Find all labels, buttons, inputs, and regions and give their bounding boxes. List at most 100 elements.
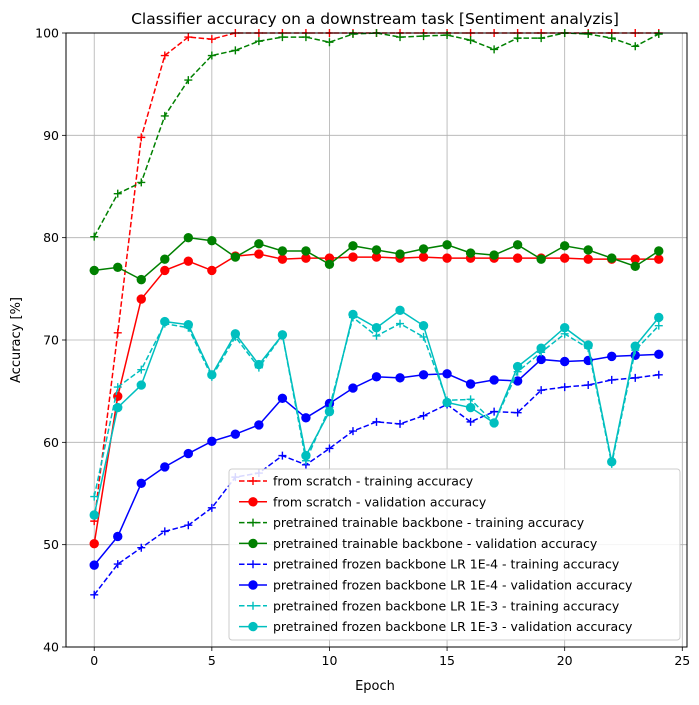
x-tick-label: 15 xyxy=(439,653,455,668)
data-point xyxy=(301,413,311,423)
legend-marker xyxy=(248,580,258,590)
data-point xyxy=(583,245,593,255)
data-point xyxy=(207,236,217,246)
series-2 xyxy=(90,29,663,241)
data-point xyxy=(348,241,358,251)
data-point xyxy=(396,419,405,428)
data-point xyxy=(630,261,640,272)
data-point xyxy=(207,436,217,447)
data-point xyxy=(654,254,664,264)
y-tick-label: 70 xyxy=(43,333,59,348)
data-point xyxy=(584,381,593,390)
x-tick-label: 10 xyxy=(322,653,338,668)
data-point xyxy=(254,359,264,370)
data-point xyxy=(324,259,335,269)
data-point xyxy=(207,370,217,380)
data-point xyxy=(113,531,123,542)
legend-item: from scratch - validation accuracy xyxy=(239,494,487,509)
data-point xyxy=(371,323,382,333)
legend-label: pretrained frozen backbone LR 1E-4 - val… xyxy=(273,578,633,593)
data-point xyxy=(490,407,499,416)
data-point xyxy=(654,349,664,360)
data-point xyxy=(254,420,264,430)
data-point xyxy=(489,250,499,260)
data-point xyxy=(348,383,358,393)
data-point xyxy=(301,33,310,42)
legend-label: from scratch - validation accuracy xyxy=(273,494,487,509)
data-point xyxy=(372,331,381,340)
legend-item: pretrained frozen backbone LR 1E-3 - val… xyxy=(239,619,633,634)
data-point xyxy=(442,397,452,408)
data-point xyxy=(631,373,640,382)
series-3 xyxy=(89,232,664,285)
data-point xyxy=(654,312,664,323)
data-point xyxy=(277,246,288,256)
legend-item: from scratch - training accuracy xyxy=(239,474,474,489)
data-point xyxy=(183,232,194,243)
legend-marker xyxy=(248,538,258,549)
data-point xyxy=(465,248,476,258)
data-point xyxy=(537,386,546,395)
data-point xyxy=(90,492,99,501)
data-point xyxy=(583,254,593,264)
data-point xyxy=(207,265,217,276)
data-point xyxy=(607,375,616,384)
data-point xyxy=(466,417,475,426)
data-point xyxy=(466,395,475,404)
data-point xyxy=(207,35,216,44)
data-point xyxy=(490,45,499,54)
y-tick-label: 40 xyxy=(43,640,59,655)
data-point xyxy=(583,340,593,350)
data-point xyxy=(89,560,99,570)
legend-marker xyxy=(249,560,257,569)
data-point xyxy=(136,380,146,390)
data-point xyxy=(137,133,146,142)
y-tick-label: 90 xyxy=(43,128,59,143)
data-point xyxy=(231,46,240,55)
data-point xyxy=(465,402,476,413)
data-point xyxy=(536,254,546,264)
data-point xyxy=(559,356,570,367)
data-point xyxy=(418,370,429,380)
series-line xyxy=(93,32,659,522)
data-point xyxy=(89,538,99,549)
y-axis-label: Accuracy [%] xyxy=(9,297,24,383)
data-point xyxy=(278,451,287,460)
data-point xyxy=(277,330,288,340)
data-point xyxy=(466,36,475,45)
data-point xyxy=(160,462,170,472)
legend-marker xyxy=(249,477,257,485)
data-point xyxy=(277,393,288,404)
data-point xyxy=(90,590,99,599)
x-tick-label: 25 xyxy=(674,653,690,668)
legend-item: pretrained trainable backbone - training… xyxy=(239,515,585,530)
data-point xyxy=(654,30,663,39)
data-point xyxy=(113,402,123,413)
data-point xyxy=(654,370,663,379)
data-point xyxy=(113,560,122,569)
data-point xyxy=(184,33,193,42)
y-tick-label: 50 xyxy=(43,537,59,552)
data-point xyxy=(137,543,146,552)
legend-marker xyxy=(249,601,257,610)
data-point xyxy=(512,361,523,372)
data-point xyxy=(654,246,664,256)
data-point xyxy=(512,240,523,250)
data-point xyxy=(584,30,593,39)
data-point xyxy=(371,372,382,382)
data-point xyxy=(230,429,241,439)
data-point xyxy=(395,373,405,383)
data-point xyxy=(254,249,264,259)
legend-box xyxy=(228,468,681,641)
data-point xyxy=(536,354,546,365)
data-point xyxy=(160,527,169,536)
data-point xyxy=(160,51,169,60)
data-point xyxy=(442,369,452,379)
data-point xyxy=(254,239,264,249)
data-point xyxy=(137,178,146,187)
data-point xyxy=(113,328,122,337)
legend-label: pretrained trainable backbone - training… xyxy=(273,515,585,530)
data-point xyxy=(324,406,335,417)
